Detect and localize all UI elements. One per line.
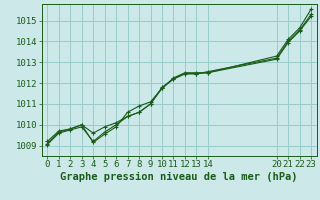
X-axis label: Graphe pression niveau de la mer (hPa): Graphe pression niveau de la mer (hPa): [60, 172, 298, 182]
